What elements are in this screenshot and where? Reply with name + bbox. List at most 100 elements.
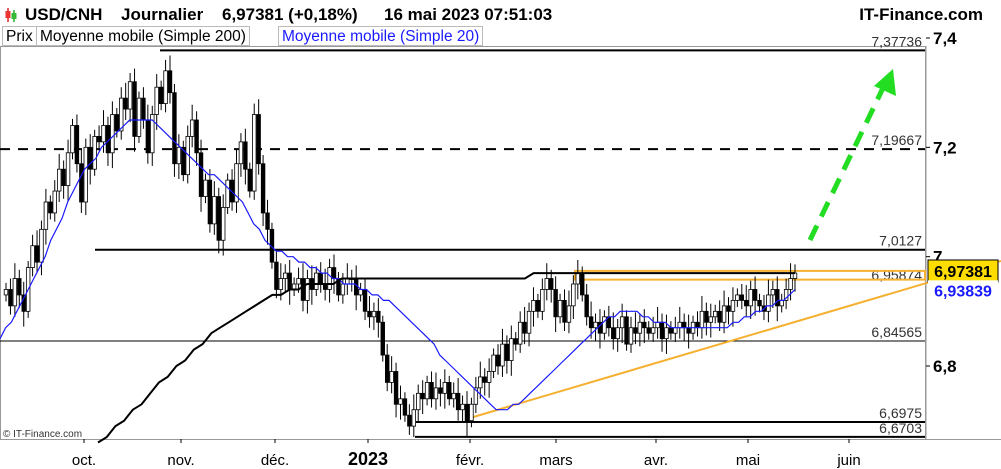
candle-body: [283, 272, 288, 279]
candle-body: [424, 381, 430, 400]
candle-body: [287, 272, 292, 290]
candle-body: [735, 294, 740, 301]
candle-body: [212, 196, 217, 225]
candle-body: [775, 289, 780, 307]
candle-body: [739, 294, 745, 301]
candle-body: [593, 321, 598, 329]
ma200-line: [97, 272, 795, 444]
candle-body: [247, 168, 252, 192]
candle-body: [141, 97, 146, 121]
x-tick-label: nov.: [167, 452, 194, 469]
candle-body: [642, 321, 647, 329]
candle-body: [513, 338, 518, 345]
candle-body: [748, 289, 753, 307]
legend-price[interactable]: Prix: [2, 26, 37, 46]
candle-body: [167, 70, 173, 94]
candle-body: [3, 289, 9, 296]
candle-body: [699, 310, 705, 329]
candle-body: [438, 387, 443, 394]
candle-body: [473, 387, 479, 405]
candle-body: [252, 114, 257, 192]
legend-ma20[interactable]: Moyenne mobile (Simple 20): [278, 26, 484, 46]
candle-body: [83, 146, 88, 203]
candle-body: [92, 135, 97, 170]
candle-body: [535, 299, 541, 312]
candle-body: [517, 321, 523, 345]
projection-arrow: [807, 86, 886, 242]
x-tick-label: avr.: [644, 452, 668, 469]
candle-body: [628, 327, 634, 345]
candle-body: [686, 327, 691, 334]
candle-body: [482, 376, 487, 383]
candle-body: [110, 114, 115, 154]
candle-body: [65, 152, 71, 187]
candle-body: [478, 376, 483, 389]
candle-body: [562, 299, 567, 323]
candle-body: [220, 207, 226, 241]
candle-body: [624, 316, 629, 345]
candle-body: [74, 125, 80, 165]
candle-body: [664, 327, 669, 340]
candle-body: [278, 278, 284, 290]
candle-body: [123, 97, 128, 110]
candle-body: [367, 310, 372, 318]
candle-body: [181, 146, 186, 176]
candle-body: [52, 190, 57, 214]
candle-body: [119, 97, 124, 132]
candle-body: [757, 299, 762, 307]
level-label: 6,95874: [871, 267, 922, 283]
support-trendline: [469, 260, 1001, 419]
candle-body: [300, 278, 306, 301]
candle-body: [154, 86, 159, 115]
candle-body: [788, 278, 793, 290]
candle-body: [340, 283, 346, 296]
candle-body: [602, 316, 607, 334]
candle-body: [571, 283, 576, 307]
candle-body: [752, 289, 758, 301]
candle-body: [203, 179, 208, 197]
candle-body: [256, 114, 261, 165]
candle-body: [48, 201, 53, 214]
candle-body: [79, 163, 84, 203]
candle-body: [17, 278, 22, 296]
candle-body: [260, 163, 266, 214]
ma20-tag-label: 6,93839: [934, 283, 992, 300]
brand[interactable]: IT-Finance.com: [859, 5, 983, 24]
candle-body: [411, 409, 416, 427]
x-tick-label: 2023: [348, 449, 388, 469]
candle-body: [442, 381, 448, 394]
candle-body: [619, 316, 625, 329]
legend-ma200[interactable]: Moyenne mobile (Simple 200): [36, 26, 250, 46]
candle-body: [70, 125, 75, 154]
candle-body: [659, 321, 665, 340]
candle-body: [566, 305, 572, 323]
candle-body: [677, 321, 682, 329]
candle-body: [504, 343, 510, 361]
candle-body: [176, 146, 182, 165]
candle-body: [198, 152, 204, 197]
candle-body: [216, 196, 221, 241]
price-change: 6,97381 (+0,18%): [222, 5, 358, 24]
y-tick-label: 7,4: [933, 29, 957, 48]
candle-body: [127, 81, 133, 110]
candle-body: [491, 354, 496, 372]
candle-body: [433, 387, 439, 400]
candle-body: [393, 371, 399, 405]
candle-body: [460, 403, 465, 411]
level-label: 7,0127: [879, 233, 922, 249]
candle-body: [575, 272, 581, 285]
level-label: 6,6975: [879, 405, 922, 421]
candle-body: [136, 97, 142, 137]
level-label: 7,19667: [871, 132, 922, 148]
candle-body: [34, 245, 40, 263]
x-tick-label: déc.: [261, 452, 289, 469]
candle-body: [96, 135, 102, 143]
candle-body: [407, 414, 412, 427]
candle-body: [172, 92, 177, 165]
header-icon: [4, 8, 18, 22]
period: Journalier: [121, 5, 204, 24]
candle-body: [588, 316, 594, 329]
x-tick-label: oct.: [72, 452, 96, 469]
candle-body: [637, 321, 643, 334]
